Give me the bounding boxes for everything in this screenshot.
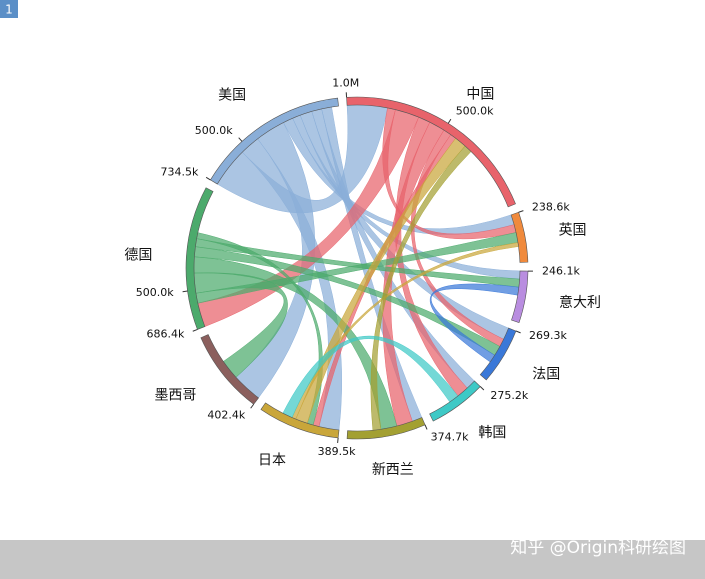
group-label: 中国 (466, 87, 494, 103)
group-arc (200, 334, 259, 405)
tick-mark (479, 386, 485, 391)
group-label: 墨西哥 (154, 387, 196, 403)
group-label: 意大利 (559, 294, 601, 311)
tick-label: 275.2k (490, 389, 528, 402)
group-arc (429, 380, 481, 422)
group-arc (346, 96, 516, 208)
group-label: 英国 (559, 222, 587, 239)
tick-label: 238.6k (532, 201, 570, 214)
tick-mark (337, 437, 339, 443)
tick-label: 734.5k (161, 166, 199, 179)
tick-label: 374.7k (431, 431, 469, 444)
group-label: 美国 (218, 88, 246, 104)
tick-label: 246.1k (542, 264, 580, 277)
footer-bar (0, 540, 705, 579)
group-arc (210, 97, 339, 185)
tick-mark (518, 210, 524, 213)
tick-mark (250, 403, 255, 409)
arcs: 中国 1.0M 500.0k 英国 238.6k 意大利 246.1k 法国 269.3k 韩国 2… (124, 76, 601, 478)
tick-mark (238, 137, 243, 142)
tick-label: 500.0k (456, 105, 494, 118)
tick-label: 1.0M (332, 76, 359, 89)
tick-mark (192, 328, 198, 332)
group-label: 德国 (124, 248, 152, 264)
group-label: 新西兰 (372, 462, 414, 478)
tick-mark (205, 176, 211, 181)
group-label: 韩国 (478, 425, 506, 441)
tick-mark (447, 118, 452, 124)
group-label: 日本 (258, 452, 286, 468)
badge-box (0, 0, 18, 18)
tick-label: 269.3k (529, 329, 567, 342)
badge: 1 (5, 3, 13, 17)
group-arc (260, 402, 340, 439)
tick-label: 500.0k (136, 286, 174, 299)
watermark: 知乎 @Origin科研绘图 (510, 538, 686, 558)
group-label: 法国 (532, 366, 560, 382)
tick-label: 500.0k (195, 124, 233, 137)
group-arc (479, 327, 517, 381)
group-arc (346, 417, 426, 440)
tick-label: 389.5k (318, 445, 356, 458)
group-arc (511, 270, 529, 323)
tick-mark (182, 290, 188, 293)
tick-mark (515, 330, 521, 334)
group-arc (510, 211, 529, 263)
group-arc (185, 187, 214, 330)
tick-label: 402.4k (207, 408, 245, 421)
tick-label: 686.4k (146, 327, 184, 340)
tick-mark (424, 424, 428, 430)
ribbons (193, 104, 521, 431)
